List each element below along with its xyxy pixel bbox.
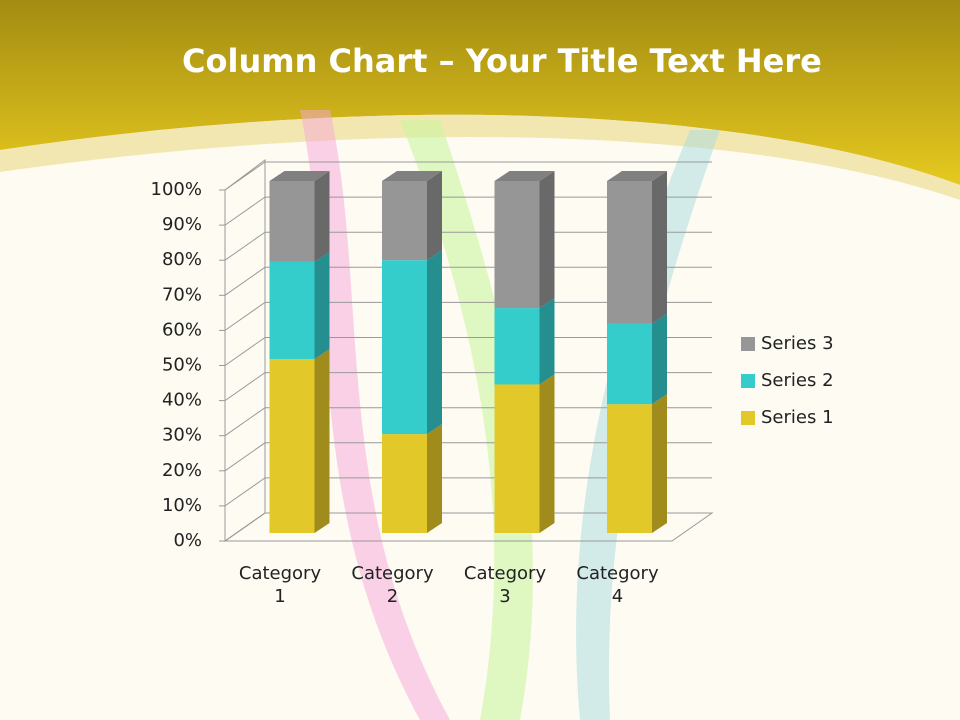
bar-segment	[607, 181, 652, 324]
grid-line	[224, 161, 712, 191]
bar-side	[652, 171, 667, 324]
x-tick-label: Category 4	[576, 563, 659, 607]
bar-side	[427, 171, 442, 261]
y-tick-label: 50%	[162, 355, 202, 376]
bar-segment	[607, 323, 652, 405]
bar-segment	[269, 261, 315, 360]
grid-line	[224, 512, 712, 542]
legend-swatch	[741, 411, 755, 425]
grid-line	[224, 372, 712, 402]
legend-label: Series 3	[761, 333, 834, 354]
title-bold: Column Chart	[182, 42, 427, 80]
y-tick-label: 100%	[151, 179, 202, 200]
grid-line	[224, 442, 712, 472]
bar-top	[494, 171, 555, 181]
bar-side	[314, 251, 330, 360]
bar-side	[314, 349, 330, 533]
legend-label: Series 1	[761, 407, 834, 428]
y-tick-label: 20%	[162, 460, 202, 481]
bar-side	[652, 394, 667, 533]
grid-line	[224, 266, 712, 296]
bar-side	[314, 171, 330, 262]
grid-line	[224, 337, 712, 366]
grid-line	[224, 407, 712, 437]
decor	[576, 130, 720, 720]
bar-segment	[269, 359, 315, 533]
decor	[300, 110, 450, 720]
grid-line	[224, 231, 712, 261]
decor	[400, 120, 533, 720]
bar-side	[427, 250, 442, 435]
x-tick-label: Category 1	[238, 563, 322, 607]
bar-segment	[494, 384, 540, 533]
bar-side	[652, 313, 667, 405]
bar-segment	[382, 260, 427, 435]
x-tick-label: Category 3	[463, 563, 547, 607]
bar-segment	[494, 181, 540, 309]
bar-segment	[269, 181, 315, 262]
chart-title: Column Chart – Your Title Text Here	[182, 42, 822, 80]
x-tick-label: Category 2	[351, 563, 434, 607]
bar-top	[269, 171, 330, 181]
grid-line	[224, 477, 712, 507]
bar-top	[607, 171, 667, 181]
side-wall	[224, 159, 266, 542]
bar-segment	[382, 181, 427, 261]
y-tick-label: 80%	[162, 249, 202, 270]
legend-swatch	[741, 337, 755, 351]
y-tick-label: 70%	[162, 284, 202, 305]
bar-side	[427, 424, 442, 533]
header-band	[0, 0, 960, 185]
y-tick-label: 10%	[162, 495, 202, 516]
bar-side	[539, 298, 555, 385]
grid-line	[224, 196, 712, 226]
bar-side	[539, 374, 555, 533]
legend-swatch	[741, 374, 755, 388]
header-curve	[0, 114, 960, 200]
bar-top	[382, 171, 442, 181]
y-tick-label: 40%	[162, 390, 202, 411]
y-tick-label: 90%	[162, 214, 202, 235]
y-tick-label: 60%	[162, 319, 202, 340]
bar-side	[539, 171, 555, 309]
bar-segment	[382, 434, 427, 533]
y-tick-label: 30%	[162, 425, 202, 446]
y-tick-label: 0%	[173, 530, 202, 551]
legend-label: Series 2	[761, 370, 834, 391]
title-rest: – Your Title Text Here	[439, 42, 822, 80]
bar-segment	[607, 404, 652, 533]
bar-segment	[494, 308, 540, 385]
grid-line	[224, 301, 712, 331]
